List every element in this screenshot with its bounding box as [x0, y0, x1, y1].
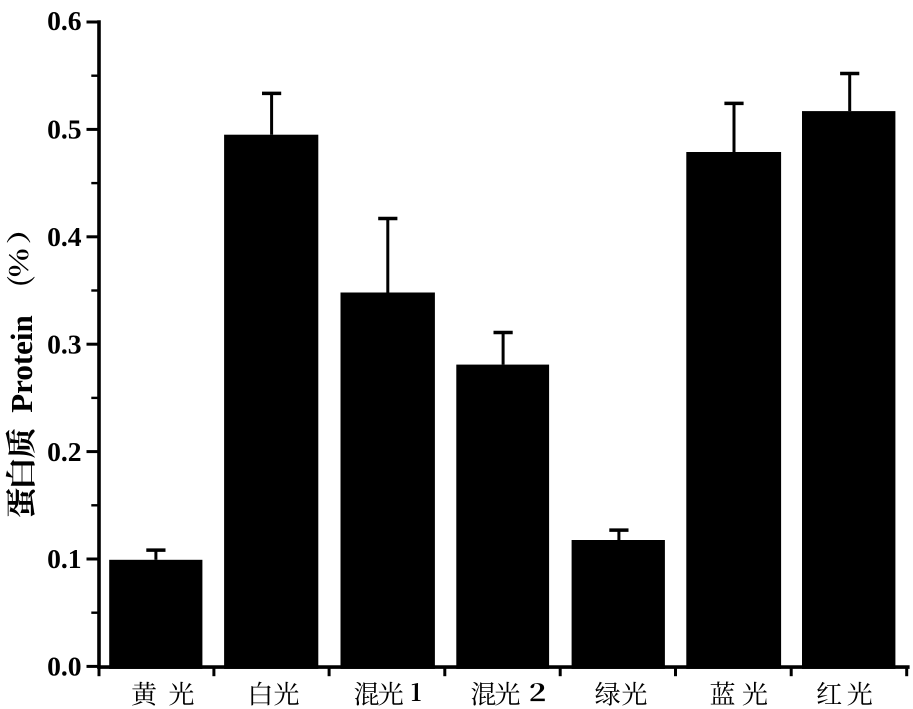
svg-text:0.6: 0.6	[47, 5, 82, 36]
svg-text:Protein: Protein	[4, 315, 39, 413]
svg-text:0.4: 0.4	[47, 221, 82, 252]
svg-text:0.3: 0.3	[47, 328, 82, 359]
svg-text:0.0: 0.0	[47, 651, 82, 682]
svg-text:0.5: 0.5	[47, 114, 82, 145]
svg-text:0.2: 0.2	[47, 436, 82, 467]
svg-text:0.1: 0.1	[47, 543, 82, 574]
